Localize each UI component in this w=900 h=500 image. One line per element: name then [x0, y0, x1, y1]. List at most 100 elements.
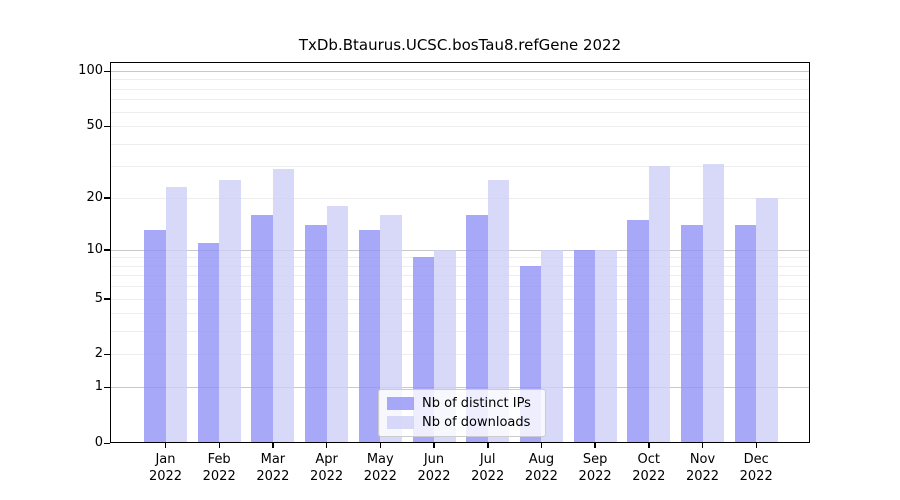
x-tick-mar: [272, 443, 274, 448]
year-label: 2022: [471, 469, 505, 484]
y-tick-label-0: 0: [94, 435, 103, 450]
x-tick-label-jun: Jun 2022: [407, 451, 461, 485]
bar-ips-nov: [681, 224, 703, 443]
year-label: 2022: [632, 469, 666, 484]
bar-ips-feb: [197, 242, 220, 443]
gridline-y-60: [110, 111, 810, 113]
gridline-y-3: [110, 331, 810, 333]
bar-ips-dec: [734, 224, 757, 443]
gridline-y-5: [110, 298, 810, 300]
year-label: 2022: [417, 469, 451, 484]
year-label: 2022: [363, 469, 397, 484]
year-label: 2022: [256, 469, 290, 484]
x-tick-sep: [594, 443, 596, 448]
legend-swatch-distinct-ips: [387, 397, 414, 410]
y-tick-0: [104, 442, 110, 444]
gridline-y-9: [110, 257, 810, 259]
month-label: Sep: [582, 452, 608, 467]
chart-title: TxDb.Btaurus.UCSC.bosTau8.refGene 2022: [298, 36, 622, 54]
bar-downloads-sep: [595, 249, 617, 443]
month-label: Nov: [689, 452, 716, 467]
month-label: Aug: [528, 452, 555, 467]
bar-ips-may: [358, 230, 381, 443]
y-tick-label-100: 100: [78, 63, 103, 78]
legend-item-downloads: Nb of downloads: [387, 415, 537, 430]
bar-ips-oct: [627, 219, 649, 443]
y-tick-100: [104, 70, 110, 72]
x-tick-apr: [325, 443, 328, 448]
x-tick-dec: [755, 443, 757, 448]
year-label: 2022: [148, 469, 183, 484]
x-tick-label-oct: Oct 2022: [622, 451, 676, 485]
gridline-y-1: [110, 387, 810, 389]
x-tick-label-jan: Jan 2022: [139, 451, 193, 485]
x-tick-feb: [218, 443, 220, 448]
year-label: 2022: [739, 469, 773, 484]
bar-ips-apr: [305, 224, 327, 443]
bar-ips-mar: [251, 214, 273, 443]
x-tick-jul: [487, 443, 489, 448]
bar-downloads-may: [380, 214, 402, 443]
x-tick-jun: [433, 443, 435, 448]
bar-downloads-apr: [326, 205, 349, 443]
bar-ips-sep: [573, 249, 596, 443]
x-tick-may: [379, 443, 382, 448]
month-label: Oct: [637, 452, 661, 467]
month-label: Jul: [479, 452, 496, 467]
gridline-y-6: [110, 286, 810, 288]
x-tick-label-feb: Feb 2022: [192, 451, 246, 485]
month-label: Dec: [743, 452, 769, 467]
gridline-y-40: [110, 143, 810, 145]
plot-area: Nb of distinct IPs Nb of downloads 100 50…: [78, 62, 810, 484]
gridline-y-10: [110, 249, 810, 251]
x-tick-label-mar: Mar 2022: [246, 451, 300, 485]
y-tick-label-5: 5: [94, 290, 103, 306]
legend-swatch-downloads: [387, 416, 414, 429]
x-tick-label-apr: Apr 2022: [300, 451, 354, 485]
x-tick-aug: [540, 443, 543, 448]
gridline-y-2: [110, 354, 810, 356]
y-tick-1: [104, 386, 110, 389]
gridline-y-8: [110, 265, 810, 267]
gridline-y-20: [110, 197, 810, 199]
month-label: May: [366, 452, 394, 467]
y-tick-label-2: 2: [94, 346, 103, 362]
bar-ips-jan: [144, 230, 166, 443]
gridline-y-50: [110, 126, 810, 128]
x-tick-label-aug: Aug 2022: [514, 451, 568, 485]
month-label: Jan: [155, 452, 176, 467]
bar-downloads-nov: [702, 163, 724, 443]
bar-downloads-mar: [272, 168, 295, 443]
bar-downloads-oct: [648, 166, 671, 443]
x-tick-oct: [648, 443, 650, 448]
y-tick-50: [104, 125, 110, 128]
year-label: 2022: [685, 469, 720, 484]
bar-downloads-dec: [756, 197, 778, 443]
month-label: Feb: [207, 452, 231, 467]
y-tick-label-50: 50: [86, 118, 103, 134]
legend: Nb of distinct IPs Nb of downloads: [378, 389, 546, 437]
bar-downloads-jul: [487, 180, 510, 443]
year-label: 2022: [578, 469, 612, 484]
y-tick-5: [104, 298, 110, 300]
gridline-y-80: [110, 88, 810, 90]
bar-downloads-feb: [219, 180, 241, 443]
y-tick-20: [104, 197, 110, 199]
year-label: 2022: [202, 469, 236, 484]
gridline-y-4: [110, 313, 810, 315]
y-tick-label-20: 20: [86, 189, 103, 205]
x-tick-jan: [164, 443, 167, 448]
legend-label-downloads: Nb of downloads: [422, 415, 531, 430]
x-tick-label-jul: Jul 2022: [461, 451, 515, 485]
y-tick-label-10: 10: [86, 241, 103, 257]
x-tick-label-dec: Dec 2022: [729, 451, 783, 485]
bar-downloads-aug: [541, 249, 563, 443]
bar-ips-jul: [466, 214, 488, 443]
gridline-y-7: [110, 275, 810, 277]
y-tick-2: [104, 353, 110, 356]
y-tick-10: [104, 249, 110, 251]
gridline-y-30: [110, 166, 810, 168]
month-label: Apr: [315, 452, 338, 467]
x-tick-label-sep: Sep 2022: [568, 451, 622, 485]
